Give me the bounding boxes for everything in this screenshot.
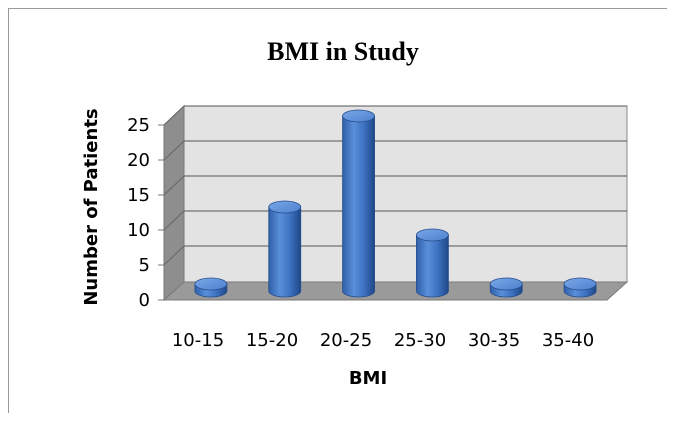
plot-back-wall <box>183 105 628 283</box>
bar-30-35 <box>489 277 523 298</box>
bar-cap <box>489 277 523 291</box>
bar-cap <box>268 200 302 214</box>
bar-cap <box>416 228 449 242</box>
y-tick-label: 25 <box>127 115 150 136</box>
x-tick-label: 20-25 <box>320 330 372 351</box>
bar-15-20 <box>268 200 302 298</box>
bar-cap <box>342 109 375 123</box>
x-tick-label: 10-15 <box>172 330 224 351</box>
bars <box>194 109 597 298</box>
y-tick-label: 0 <box>139 290 150 311</box>
gridline-side <box>163 140 185 161</box>
chart-title: BMI in Study <box>267 37 419 66</box>
bar-25-30 <box>416 228 449 298</box>
y-tick-label: 5 <box>139 255 150 276</box>
bar-10-15 <box>194 277 228 298</box>
x-tick-label: 15-20 <box>246 330 298 351</box>
gridline-side <box>163 105 185 126</box>
x-tick-label: 35-40 <box>542 330 594 351</box>
plot-side-wall <box>163 104 185 302</box>
y-axis-label: Number of Patients <box>81 108 102 305</box>
y-axis-ticks: 0 5 10 15 20 25 <box>127 115 164 311</box>
plot-floor <box>162 281 629 301</box>
x-tick-label: 25-30 <box>394 330 446 351</box>
x-axis-label: BMI <box>349 368 387 389</box>
y-tick-label: 15 <box>127 185 150 206</box>
bar-cap <box>194 277 228 291</box>
y-tick-label: 10 <box>127 220 150 241</box>
x-axis-ticks: 10-15 15-20 20-25 25-30 30-35 35-40 <box>172 330 594 351</box>
gridlines <box>163 105 627 266</box>
bar-body <box>268 206 302 298</box>
y-tick-label: 20 <box>127 150 150 171</box>
bar-body <box>342 115 375 298</box>
bar-cap <box>563 277 597 291</box>
bar-35-40 <box>563 277 597 298</box>
gridline-side <box>163 175 185 196</box>
bar-20-25 <box>342 109 375 298</box>
gridline-side <box>163 210 185 231</box>
gridline-side <box>163 245 185 266</box>
bar-body <box>416 234 449 298</box>
x-tick-label: 30-35 <box>468 330 520 351</box>
